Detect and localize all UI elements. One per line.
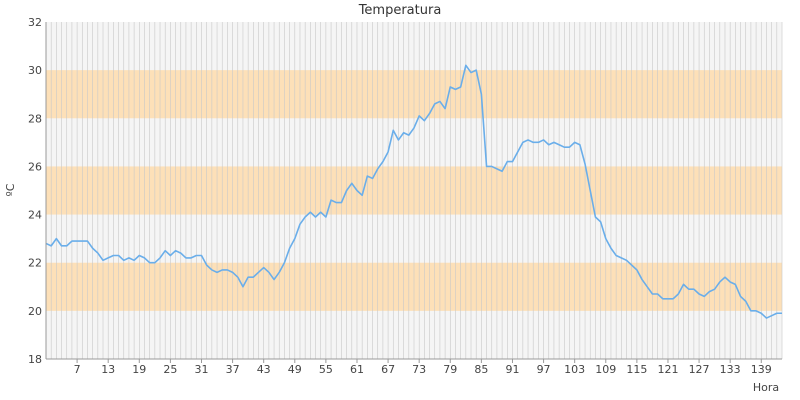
- x-tick-label: 133: [720, 363, 741, 376]
- x-tick-label: 115: [626, 363, 647, 376]
- x-tick-label: 73: [412, 363, 426, 376]
- y-tick-label: 28: [28, 112, 42, 125]
- series-line-0: [45, 64, 782, 319]
- x-tick-label: 19: [132, 363, 146, 376]
- y-tick-label: 24: [28, 209, 42, 222]
- x-tick-label: 31: [194, 363, 208, 376]
- x-axis-label: Hora: [753, 381, 779, 394]
- x-tick-label: 7: [74, 363, 81, 376]
- series-layer: [45, 64, 782, 319]
- x-tick-label: 85: [474, 363, 488, 376]
- x-tick-label: 121: [657, 363, 678, 376]
- x-tick-label: 67: [381, 363, 395, 376]
- x-tick-label: 49: [288, 363, 302, 376]
- y-tick-label: 18: [28, 353, 42, 366]
- x-tick-label: 109: [595, 363, 616, 376]
- x-tick-label: 91: [505, 363, 519, 376]
- chart-title: Temperatura: [358, 3, 442, 18]
- x-tick-label: 97: [537, 363, 551, 376]
- x-tick-label: 43: [257, 363, 271, 376]
- x-tick-label: 139: [751, 363, 772, 376]
- axes: [45, 22, 782, 360]
- y-tick-label: 22: [28, 257, 42, 270]
- x-tick-label: 25: [163, 363, 177, 376]
- x-tick-label: 55: [319, 363, 333, 376]
- y-tick-label: 20: [28, 305, 42, 318]
- y-tick-label: 32: [28, 16, 42, 29]
- x-tick-label: 127: [689, 363, 710, 376]
- x-tick-label: 79: [443, 363, 457, 376]
- x-tick-label: 13: [101, 363, 115, 376]
- x-tick-label: 61: [350, 363, 364, 376]
- y-tick-labels: 18 20 22 24 26 28 30 32: [28, 16, 42, 366]
- x-tick-label: 103: [564, 363, 585, 376]
- y-tick-label: 26: [28, 160, 42, 173]
- y-axis-label: ºC: [4, 183, 17, 196]
- y-tick-label: 30: [28, 64, 42, 77]
- x-tick-label: 37: [226, 363, 240, 376]
- x-tick-labels: 7 13 19 25 31 37 43 49 55 61 67 73 79 85 91 97 103 109 115…: [74, 359, 772, 376]
